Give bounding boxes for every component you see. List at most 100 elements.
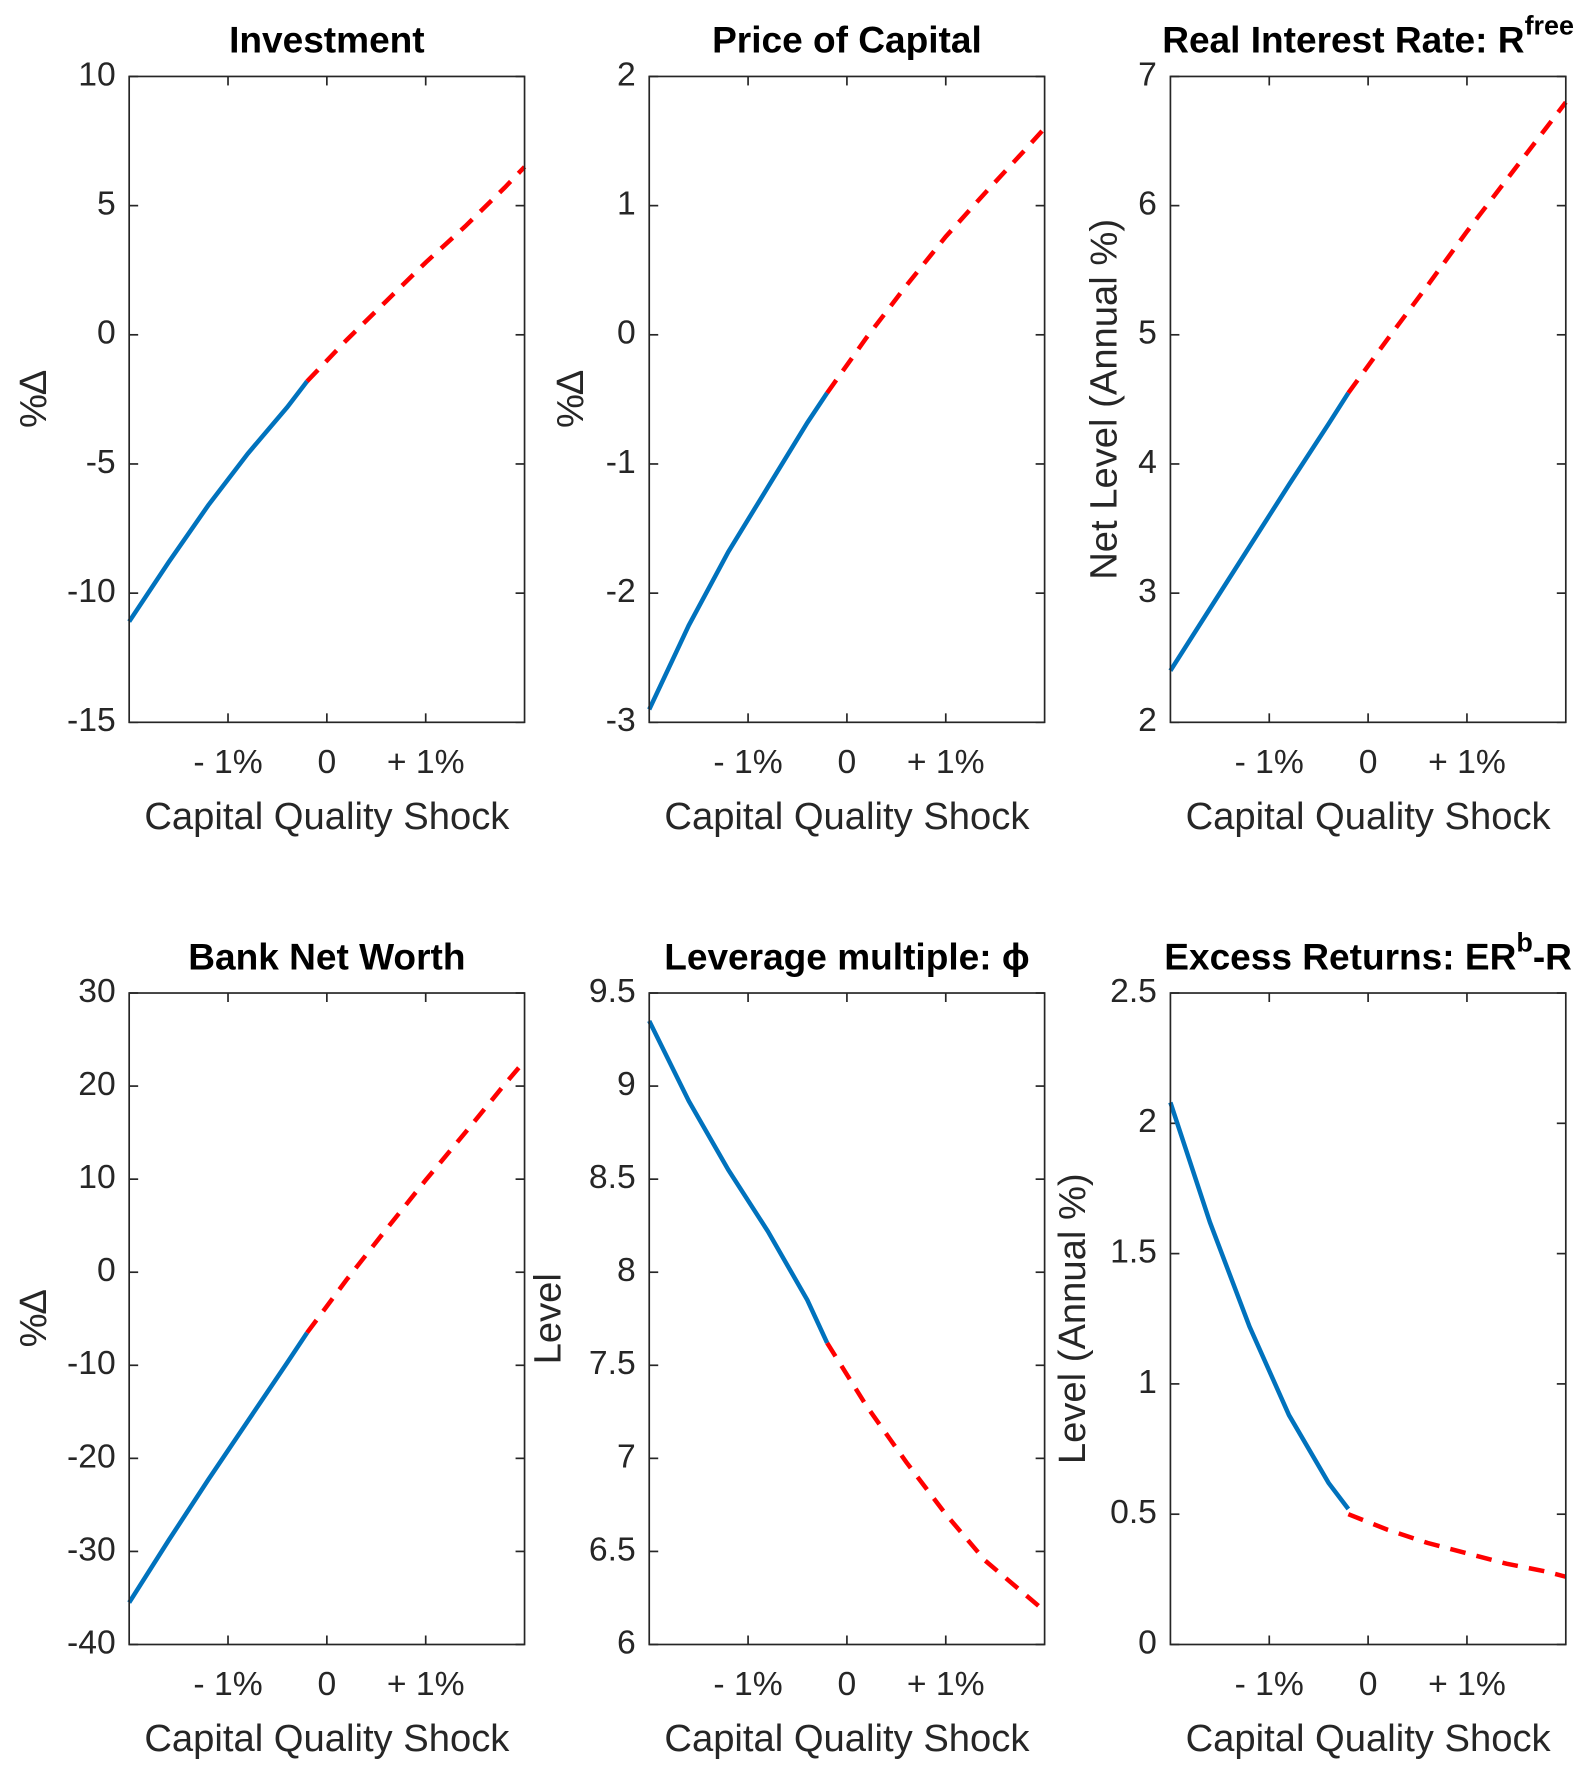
plot-area [649, 993, 1045, 1645]
x-tick-label: 0 [317, 1666, 336, 1703]
y-tick-label: 1 [617, 186, 636, 223]
y-axis-label: %∆ [549, 370, 592, 428]
plot-area [129, 993, 525, 1645]
data-line [647, 1019, 830, 1344]
y-axis-label: %∆ [12, 1289, 55, 1347]
data-line [1168, 391, 1351, 672]
y-tick-label: -10 [67, 573, 116, 610]
chart-title: Price of Capital [712, 19, 982, 61]
y-tick-label: 3 [1138, 573, 1157, 610]
x-axis-label: Capital Quality Shock [664, 1717, 1030, 1760]
chart-title: Excess Returns: ERb-R [1164, 927, 1572, 977]
y-tick-label: 1.5 [1110, 1234, 1157, 1271]
data-line [127, 1331, 309, 1604]
y-tick-label: 0 [1138, 1624, 1157, 1661]
y-tick-label: 6.5 [589, 1531, 636, 1568]
chart-title: Bank Net Worth [188, 935, 465, 977]
plot-area [1170, 993, 1566, 1645]
y-tick-label: -3 [606, 702, 636, 739]
y-tick-label: -30 [67, 1531, 116, 1568]
y-tick-label: 9 [617, 1066, 636, 1103]
y-tick-label: 4 [1138, 444, 1157, 481]
x-axis-label: Capital Quality Shock [1186, 1717, 1552, 1760]
plot-area [649, 76, 1045, 723]
data-line [1347, 1512, 1567, 1579]
x-tick-label: - 1% [713, 744, 782, 781]
x-axis-label: Capital Quality Shock [144, 795, 510, 838]
y-tick-label: 6 [617, 1624, 636, 1661]
data-line [825, 126, 1047, 395]
title-part: Leverage multiple: ϕ [664, 935, 1029, 977]
y-tick-label: 10 [78, 56, 115, 93]
y-tick-label: 0.5 [1110, 1494, 1157, 1531]
axes-box [1169, 75, 1567, 724]
plot-area [129, 76, 525, 723]
title-part: Real Interest Rate: R [1162, 19, 1524, 61]
x-tick-label: 0 [1359, 1666, 1378, 1703]
y-tick-label: -20 [67, 1438, 116, 1475]
x-tick-label: + 1% [907, 744, 985, 781]
axes-box [648, 992, 1046, 1646]
chart-title: Leverage multiple: ϕ [664, 935, 1029, 977]
y-tick-label: 7 [1138, 56, 1157, 93]
y-tick-label: 1 [1138, 1364, 1157, 1401]
y-tick-label: 8.5 [589, 1159, 636, 1196]
y-tick-label: 9.5 [589, 973, 636, 1010]
y-tick-label: 0 [97, 315, 116, 352]
y-tick-label: -15 [67, 702, 116, 739]
axes-box [1169, 992, 1567, 1646]
x-axis-label: Capital Quality Shock [1186, 795, 1552, 838]
x-tick-label: 0 [838, 744, 857, 781]
axes-box [128, 992, 526, 1646]
title-part: Investment [229, 19, 425, 61]
x-tick-label: + 1% [907, 1666, 985, 1703]
y-tick-label: 0 [617, 315, 636, 352]
data-line [305, 165, 527, 383]
x-axis-label: Capital Quality Shock [144, 1717, 510, 1760]
x-tick-label: - 1% [1235, 1666, 1304, 1703]
y-axis-label: Net Level (Annual %) [1082, 219, 1125, 580]
y-tick-label: 2 [617, 56, 636, 93]
y-tick-label: 7 [617, 1438, 636, 1475]
chart-title: Real Interest Rate: Rfree [1162, 11, 1574, 61]
title-part: Bank Net Worth [188, 935, 465, 977]
y-tick-label: 2 [1138, 1103, 1157, 1140]
x-tick-label: - 1% [193, 1666, 262, 1703]
y-tick-label: 0 [97, 1252, 116, 1289]
x-tick-label: - 1% [193, 744, 262, 781]
x-axis-label: Capital Quality Shock [664, 795, 1030, 838]
y-tick-label: 20 [78, 1066, 115, 1103]
y-tick-label: 7.5 [589, 1345, 636, 1382]
y-tick-label: -10 [67, 1345, 116, 1382]
data-line [1346, 100, 1568, 395]
axes-box [128, 75, 526, 724]
x-tick-label: + 1% [1428, 1666, 1506, 1703]
title-part: -R [1533, 935, 1572, 977]
y-tick-label: 5 [1138, 315, 1157, 352]
y-tick-label: -2 [606, 573, 636, 610]
y-tick-label: -5 [86, 444, 116, 481]
y-axis-label: Level [526, 1273, 569, 1364]
axes-box [648, 75, 1046, 724]
x-tick-label: 0 [317, 744, 336, 781]
y-tick-label: 8 [617, 1252, 636, 1289]
title-part: Excess Returns: ER [1164, 935, 1516, 977]
y-tick-label: 5 [97, 186, 116, 223]
x-tick-label: 0 [1359, 744, 1378, 781]
x-tick-label: 0 [838, 1666, 857, 1703]
x-tick-label: - 1% [713, 1666, 782, 1703]
data-line [305, 1059, 527, 1335]
chart-title: Investment [229, 19, 425, 61]
title-part: free [1525, 11, 1574, 41]
data-line [127, 379, 309, 623]
y-tick-label: -1 [606, 444, 636, 481]
title-part: b [1516, 927, 1532, 957]
x-tick-label: + 1% [387, 744, 465, 781]
data-line [647, 391, 830, 711]
y-tick-label: -40 [67, 1624, 116, 1661]
y-tick-label: 6 [1138, 186, 1157, 223]
title-part: Price of Capital [712, 19, 982, 61]
y-axis-label: %∆ [12, 370, 55, 428]
